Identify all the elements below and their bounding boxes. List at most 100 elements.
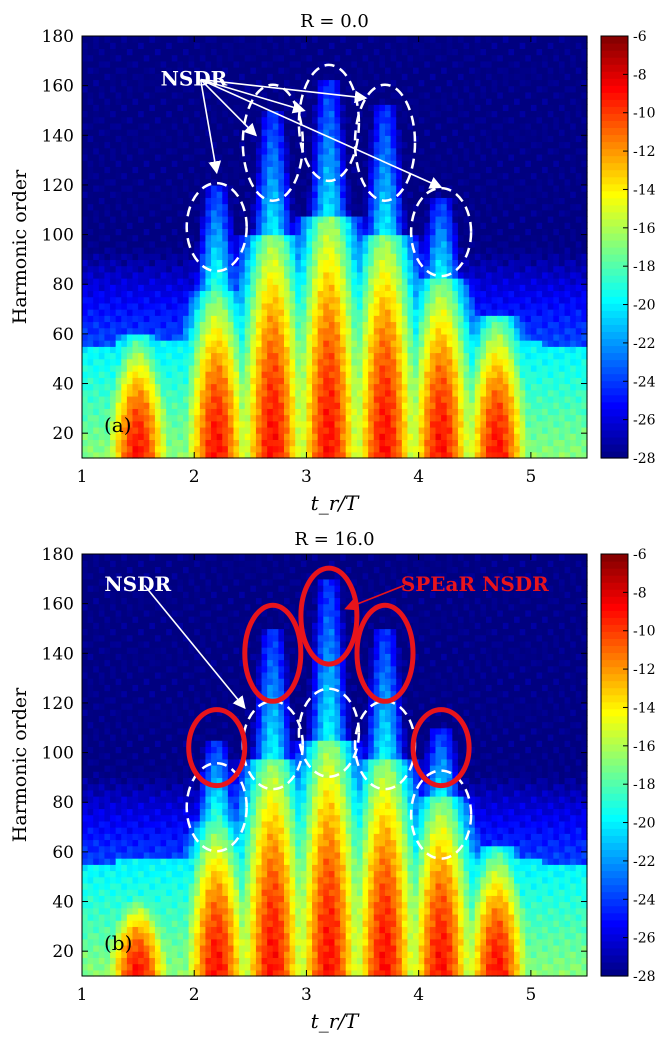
heatmap-cell <box>295 333 302 341</box>
heatmap-cell <box>138 215 145 223</box>
heatmap-cell <box>345 451 352 459</box>
heatmap-cell <box>452 402 459 409</box>
heatmap-cell <box>351 302 358 310</box>
heatmap-cell <box>452 222 459 229</box>
heatmap-cell <box>390 346 397 354</box>
heatmap-cell <box>244 166 251 174</box>
heatmap-cell <box>126 315 134 323</box>
heatmap-cell <box>452 302 459 310</box>
heatmap-cell <box>446 122 453 130</box>
heatmap-cell <box>98 309 106 316</box>
heatmap-cell <box>435 439 442 447</box>
heatmap-cell <box>463 333 470 341</box>
heatmap-cell <box>138 346 145 354</box>
heatmap-cell <box>183 73 190 81</box>
heatmap-cell <box>401 296 409 304</box>
heatmap-cell <box>407 147 414 155</box>
heatmap-cell <box>244 48 251 56</box>
heatmap-cell <box>435 122 442 130</box>
heatmap-cell <box>435 395 442 403</box>
heatmap-cell <box>368 36 375 43</box>
heatmap-cell <box>312 358 319 366</box>
heatmap-cell <box>424 253 431 261</box>
heatmap-cell <box>300 402 308 409</box>
heatmap-cell <box>143 426 150 434</box>
heatmap-cell <box>233 67 240 74</box>
heatmap-cell <box>491 371 498 378</box>
heatmap-cell <box>452 265 459 273</box>
heatmap-cell <box>457 247 465 254</box>
heatmap-cell <box>82 358 89 366</box>
heatmap-cell <box>149 178 156 186</box>
heatmap-cell <box>205 197 212 205</box>
heatmap-cell <box>452 240 459 248</box>
heatmap-cell <box>160 439 167 447</box>
heatmap-cell <box>340 197 347 205</box>
heatmap-cell <box>323 153 330 161</box>
heatmap-cell <box>362 352 369 360</box>
heatmap-cell <box>452 259 459 267</box>
heatmap-cell <box>401 439 409 447</box>
heatmap-cell <box>323 141 330 149</box>
heatmap-cell <box>93 445 100 453</box>
heatmap-cell <box>222 346 229 354</box>
heatmap-cell <box>110 104 117 112</box>
heatmap-cell <box>340 141 347 149</box>
heatmap-cell <box>171 209 178 217</box>
heatmap-cell <box>385 364 392 372</box>
heatmap-cell <box>368 408 375 416</box>
heatmap-cell <box>121 85 128 93</box>
heatmap-cell <box>93 98 100 105</box>
heatmap-cell <box>126 172 134 180</box>
heatmap-cell <box>407 433 414 440</box>
heatmap-cell <box>194 352 201 360</box>
heatmap-cell <box>255 141 263 149</box>
heatmap-cell <box>429 141 437 149</box>
heatmap-cell <box>390 364 397 372</box>
heatmap-cell <box>222 383 229 391</box>
heatmap-cell <box>463 290 470 298</box>
heatmap-cell <box>149 141 156 149</box>
heatmap-cell <box>183 414 190 422</box>
heatmap-cell <box>205 36 212 43</box>
heatmap-cell <box>474 141 481 149</box>
heatmap-cell <box>132 110 139 118</box>
heatmap-cell <box>362 191 369 198</box>
heatmap-cell <box>222 85 229 93</box>
heatmap-cell <box>424 284 431 292</box>
heatmap-cell <box>239 240 246 248</box>
heatmap-cell <box>272 315 279 323</box>
heatmap-cell <box>396 309 403 316</box>
heatmap-cell <box>143 402 150 409</box>
heatmap-cell <box>205 414 212 422</box>
heatmap-cell <box>469 402 476 409</box>
heatmap-cell <box>328 302 336 310</box>
heatmap-cell <box>115 265 122 273</box>
heatmap-cell <box>446 191 453 198</box>
heatmap-cell <box>194 371 201 378</box>
heatmap-cell <box>300 178 308 186</box>
heatmap-cell <box>401 234 409 242</box>
heatmap-cell <box>373 433 380 440</box>
heatmap-cell <box>407 191 414 198</box>
heatmap-cell <box>121 433 128 440</box>
heatmap-cell <box>385 253 392 261</box>
heatmap-cell <box>244 321 251 329</box>
heatmap-cell <box>177 116 184 124</box>
heatmap-cell <box>351 141 358 149</box>
heatmap-cell <box>82 315 89 323</box>
heatmap-cell <box>143 116 150 124</box>
heatmap-cell <box>272 371 279 378</box>
heatmap-cell <box>323 302 330 310</box>
heatmap-cell <box>104 166 111 174</box>
heatmap-cell <box>379 439 386 447</box>
heatmap-cell <box>171 340 178 347</box>
heatmap-cell <box>401 271 409 279</box>
heatmap-cell <box>424 60 431 68</box>
heatmap-cell <box>149 439 156 447</box>
heatmap-cell <box>227 309 235 316</box>
heatmap-cell <box>177 408 184 416</box>
heatmap-cell <box>429 371 437 378</box>
heatmap-cell <box>362 36 369 43</box>
heatmap-cell <box>429 439 437 447</box>
